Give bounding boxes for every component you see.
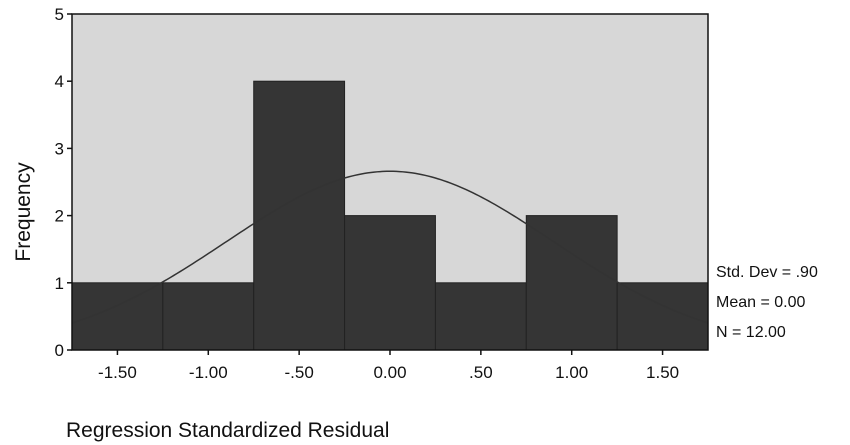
histogram-bar <box>525 215 618 351</box>
y-tick-label: 1 <box>55 274 64 293</box>
x-tick-label: -1.50 <box>98 363 137 382</box>
stat-label: Std. Dev = .90 <box>716 264 818 281</box>
y-tick-label: 3 <box>55 139 64 158</box>
histogram-bar <box>434 282 527 351</box>
y-tick-label: 0 <box>55 341 64 360</box>
x-tick-label: -1.00 <box>189 363 228 382</box>
stat-label: Mean = 0.00 <box>716 294 806 311</box>
y-tick-label: 5 <box>55 5 64 24</box>
y-tick-label: 2 <box>55 207 64 226</box>
normal-curve <box>71 170 709 324</box>
histogram-bar <box>71 282 164 351</box>
x-tick-label: .50 <box>469 363 493 382</box>
x-tick-label: -.50 <box>284 363 313 382</box>
x-tick-label: 1.00 <box>555 363 588 382</box>
x-axis-label: Regression Standardized Residual <box>66 419 389 442</box>
x-tick-label: 0.00 <box>373 363 406 382</box>
histogram-bar <box>344 215 436 351</box>
y-tick-label: 4 <box>55 72 64 91</box>
histogram-bar <box>616 282 709 351</box>
y-axis-label: Frequency <box>12 162 35 262</box>
histogram-bar <box>253 80 346 351</box>
stat-label: N = 12.00 <box>716 324 786 341</box>
histogram-bar <box>162 282 255 351</box>
x-tick-label: 1.50 <box>646 363 679 382</box>
